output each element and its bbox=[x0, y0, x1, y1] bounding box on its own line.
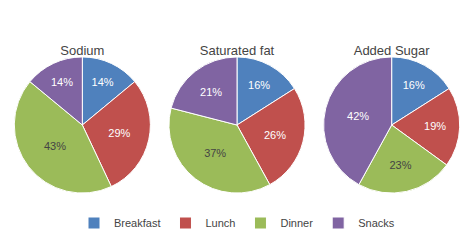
svg-text:Added Sugar: Added Sugar bbox=[354, 43, 431, 58]
svg-text:37%: 37% bbox=[204, 147, 226, 159]
svg-text:14%: 14% bbox=[92, 76, 114, 88]
svg-text:16%: 16% bbox=[248, 79, 270, 91]
svg-text:Snacks: Snacks bbox=[358, 217, 395, 229]
svg-text:26%: 26% bbox=[264, 129, 286, 141]
svg-text:29%: 29% bbox=[108, 127, 130, 139]
svg-text:42%: 42% bbox=[347, 110, 369, 122]
svg-text:Sodium: Sodium bbox=[60, 43, 104, 58]
svg-text:43%: 43% bbox=[44, 140, 66, 152]
svg-text:16%: 16% bbox=[403, 79, 425, 91]
svg-text:23%: 23% bbox=[389, 159, 411, 171]
svg-text:Lunch: Lunch bbox=[205, 217, 235, 229]
svg-text:21%: 21% bbox=[200, 86, 222, 98]
svg-text:14%: 14% bbox=[51, 76, 73, 88]
svg-text:Dinner: Dinner bbox=[280, 217, 313, 229]
svg-text:19%: 19% bbox=[424, 120, 446, 132]
svg-text:Breakfast: Breakfast bbox=[114, 217, 160, 229]
svg-text:Saturated fat: Saturated fat bbox=[200, 43, 275, 58]
